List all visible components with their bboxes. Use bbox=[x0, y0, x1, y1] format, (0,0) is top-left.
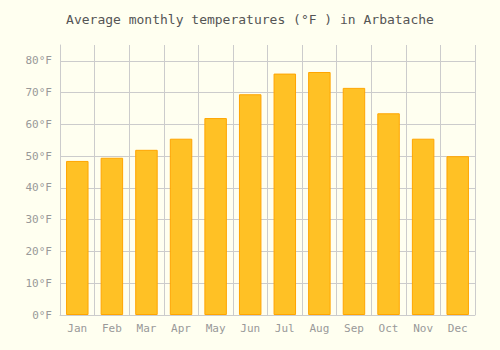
svg-text:30°F: 30°F bbox=[26, 213, 53, 226]
svg-text:Jul: Jul bbox=[275, 322, 295, 335]
svg-text:Feb: Feb bbox=[102, 322, 122, 335]
svg-text:50°F: 50°F bbox=[26, 150, 53, 163]
svg-text:10°F: 10°F bbox=[26, 277, 53, 290]
svg-text:Sep: Sep bbox=[344, 322, 364, 335]
svg-text:Jan: Jan bbox=[67, 322, 87, 335]
svg-text:Nov: Nov bbox=[413, 322, 433, 335]
svg-text:Average monthly temperatures (: Average monthly temperatures (°F ) in Ar… bbox=[66, 12, 434, 27]
svg-text:Apr: Apr bbox=[171, 322, 191, 335]
svg-text:Aug: Aug bbox=[309, 322, 329, 335]
svg-text:70°F: 70°F bbox=[26, 86, 53, 99]
svg-text:Mar: Mar bbox=[137, 322, 157, 335]
svg-text:May: May bbox=[206, 322, 226, 335]
svg-text:0°F: 0°F bbox=[32, 309, 52, 322]
svg-text:Dec: Dec bbox=[448, 322, 468, 335]
svg-text:80°F: 80°F bbox=[26, 54, 53, 67]
svg-text:60°F: 60°F bbox=[26, 118, 53, 131]
svg-text:40°F: 40°F bbox=[26, 181, 53, 194]
svg-text:Jun: Jun bbox=[240, 322, 260, 335]
svg-text:Oct: Oct bbox=[379, 322, 399, 335]
svg-text:20°F: 20°F bbox=[26, 245, 53, 258]
